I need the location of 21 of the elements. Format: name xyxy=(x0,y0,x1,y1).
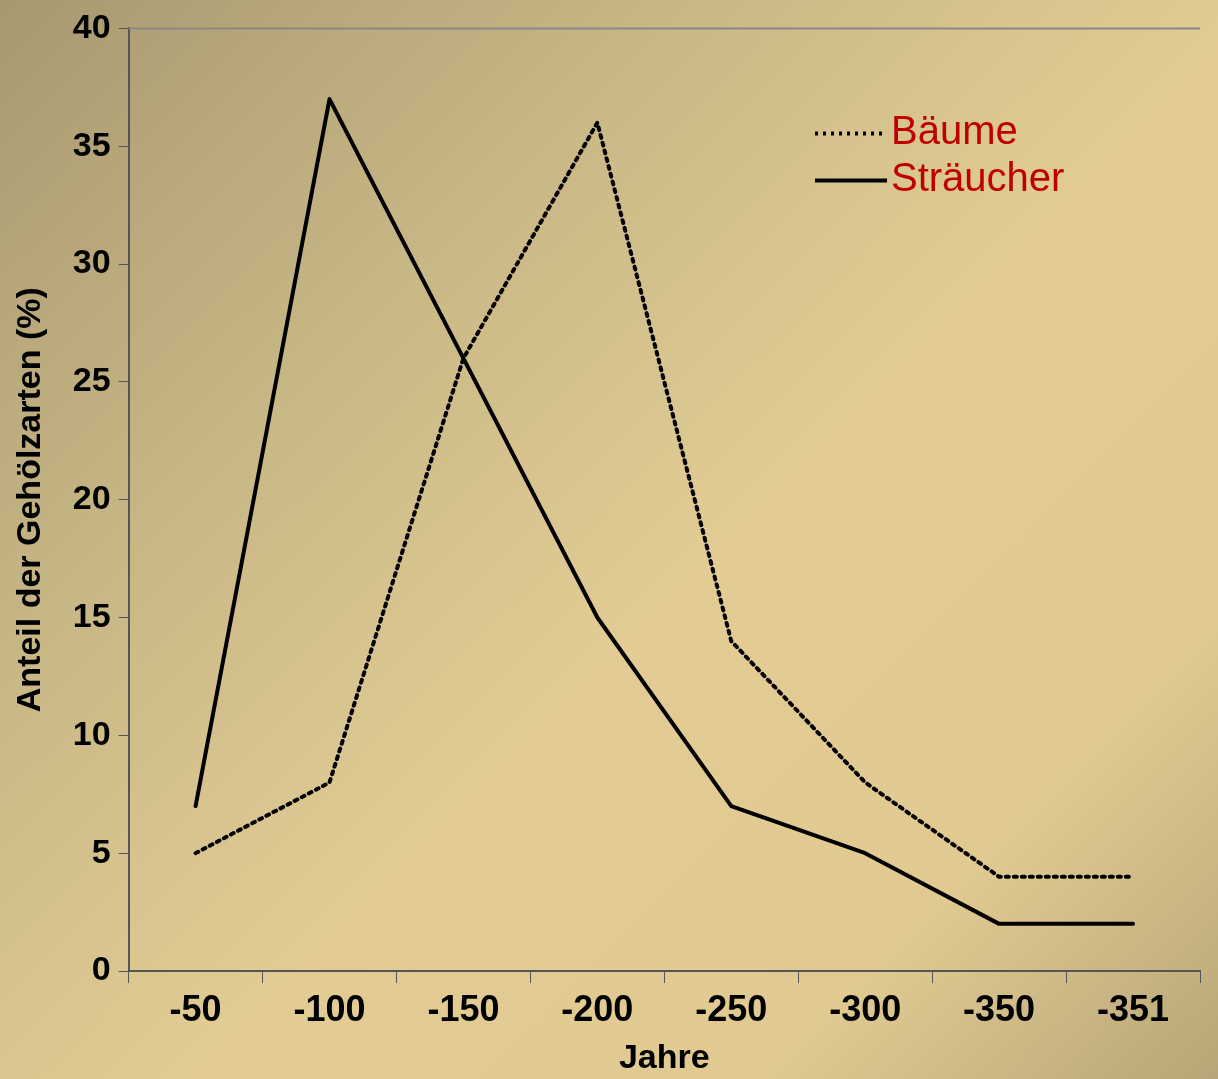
x-axis-title: Jahre xyxy=(618,1036,710,1075)
y-tick-label: 25 xyxy=(72,360,111,399)
y-tick-label: 35 xyxy=(72,124,111,163)
legend-label: Bäume xyxy=(891,108,1018,153)
x-tick-label: -150 xyxy=(427,987,500,1029)
x-tick-label: -50 xyxy=(169,987,222,1029)
x-tick-label: -351 xyxy=(1097,987,1170,1029)
y-tick-label: 0 xyxy=(91,949,111,988)
y-tick-label: 30 xyxy=(72,242,111,281)
x-tick-label: -200 xyxy=(561,987,634,1029)
y-tick-label: 15 xyxy=(72,595,111,634)
legend-label: Sträucher xyxy=(891,155,1065,200)
y-tick-label: 5 xyxy=(91,831,111,870)
y-tick-label: 20 xyxy=(72,478,111,517)
x-tick-label: -350 xyxy=(963,987,1036,1029)
y-tick-label: 40 xyxy=(72,6,111,45)
y-tick-label: 10 xyxy=(72,713,111,752)
x-tick-label: -100 xyxy=(293,987,366,1029)
x-tick-label: -300 xyxy=(829,987,902,1029)
y-axis-title: Anteil der Gehölzarten (%) xyxy=(8,287,47,713)
x-tick-label: -250 xyxy=(695,987,768,1029)
